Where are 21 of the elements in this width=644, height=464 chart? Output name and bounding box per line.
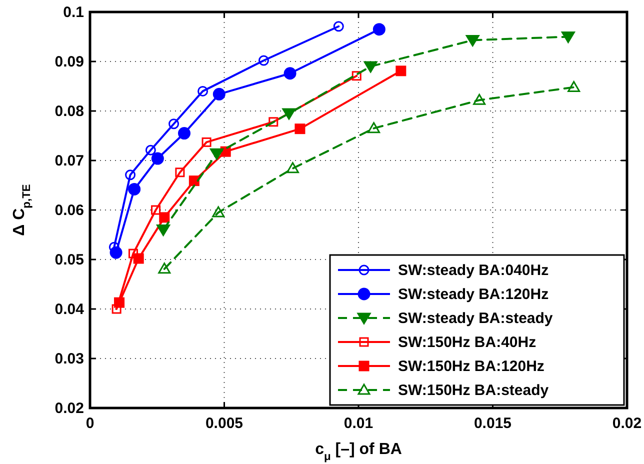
- y-tick-label: 0.1: [63, 4, 84, 21]
- legend-label: SW:steady BA:120Hz: [398, 286, 549, 303]
- y-tick-label: 0.04: [54, 301, 85, 318]
- legend-label: SW:150Hz BA:120Hz: [398, 358, 544, 375]
- x-tick-label: 0.005: [205, 415, 244, 432]
- legend-label: SW:150Hz BA:steady: [398, 382, 550, 399]
- y-tick-label: 0.02: [54, 400, 84, 417]
- y-tick-label: 0.05: [54, 252, 84, 268]
- y-tick-label: 0.09: [54, 54, 84, 70]
- y-tick-label: 0.06: [54, 202, 84, 219]
- x-tick-label: 0: [86, 415, 94, 432]
- y-tick-label: 0.08: [54, 103, 84, 120]
- x-tick-label: 0.01: [344, 415, 374, 432]
- x-axis-title: c$_{μ}$ [–] of BA: [315, 441, 402, 463]
- x-tick-label: 0.02: [612, 415, 642, 432]
- y-tick-label: 0.07: [54, 152, 84, 170]
- legend-label: SW:150Hz BA:40Hz: [398, 334, 536, 351]
- legend-label: SW:steady BA:steady: [398, 310, 554, 327]
- y-tick-label: 0.03: [54, 350, 84, 368]
- legend-label: SW:steady BA:040Hz: [398, 262, 549, 279]
- x-tick-label: 0.015: [474, 415, 512, 432]
